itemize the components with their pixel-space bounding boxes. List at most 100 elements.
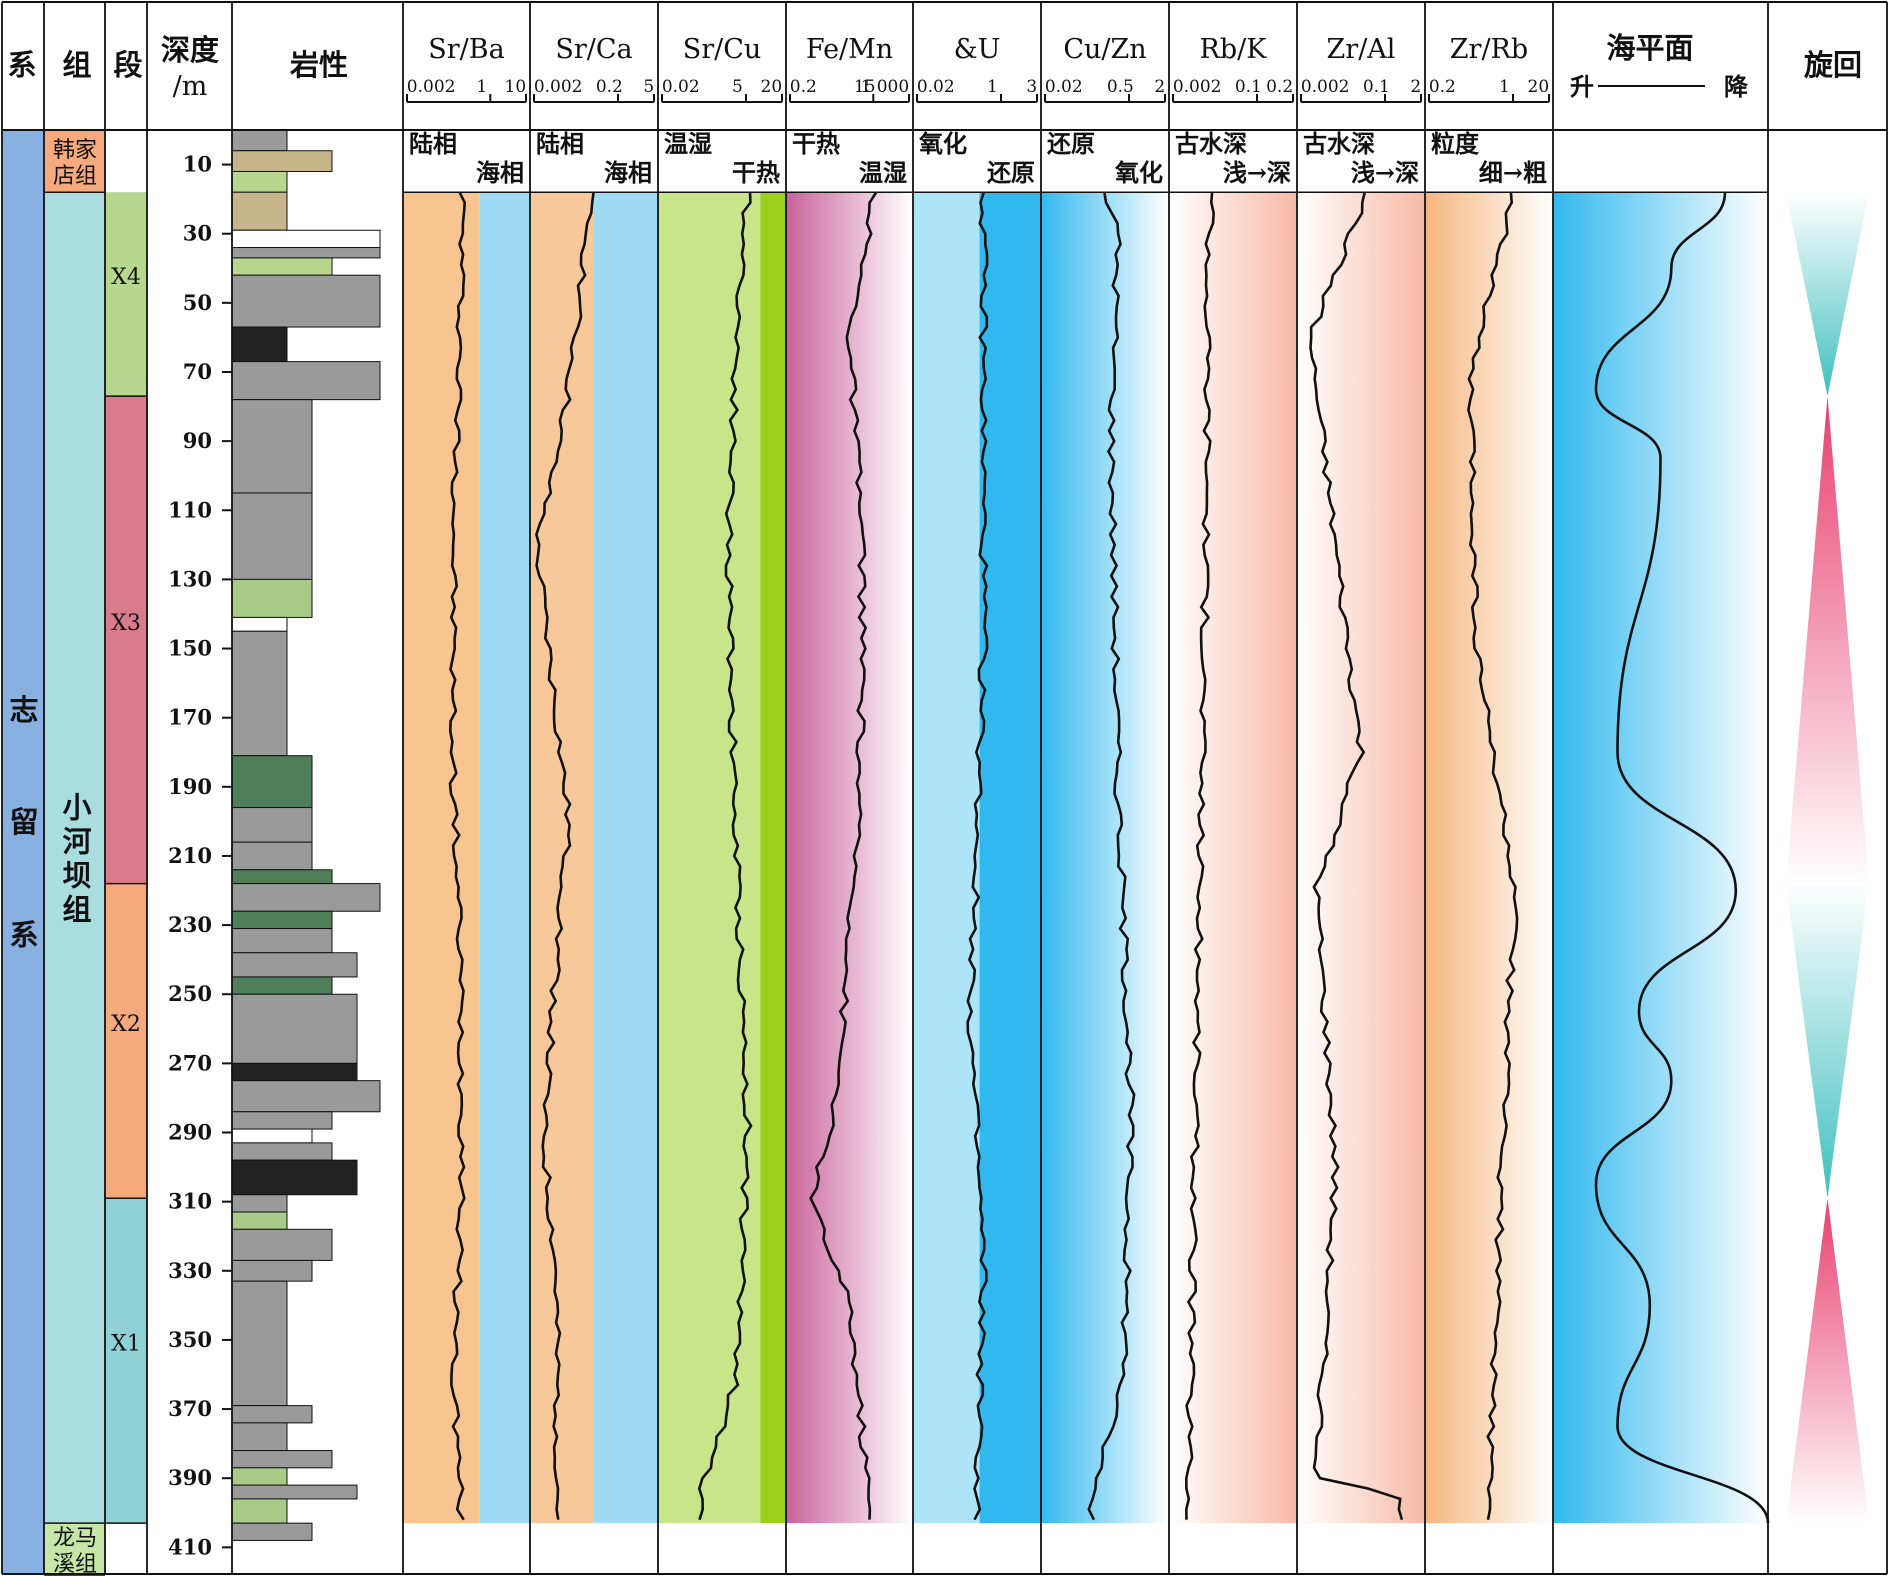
curve-annotation-right: 浅→深 <box>1351 158 1419 187</box>
curve-0 <box>448 191 467 1521</box>
scale-label: 0.02 <box>1045 77 1083 97</box>
curve-4 <box>966 191 989 1521</box>
formation-band <box>44 130 105 193</box>
lithology-layer <box>231 1450 333 1469</box>
scale-label: 0.02 <box>662 77 700 97</box>
panel-fill <box>403 192 480 1524</box>
header-system: 系 <box>7 48 36 82</box>
header-formation: 组 <box>62 48 91 82</box>
curve-7 <box>1309 191 1404 1521</box>
lithology-layer <box>231 1111 333 1130</box>
curve-header-name: Rb/K <box>1200 34 1268 65</box>
lithology-layer <box>231 841 313 871</box>
lithology-layer <box>231 492 313 580</box>
header-lithology: 岩性 <box>289 48 348 82</box>
curves <box>448 191 1770 1524</box>
lithology-layer <box>231 952 358 978</box>
member-label: X4 <box>111 265 141 290</box>
depth-tick-label: 170 <box>168 705 212 730</box>
curve-annotation-left: 粒度 <box>1431 129 1480 158</box>
sea-level-curve <box>1594 192 1770 1524</box>
member-label: X3 <box>111 611 141 636</box>
curve-header-name: Sr/Ba <box>428 34 504 65</box>
lithology-layer <box>231 578 313 618</box>
depth-tick-label: 350 <box>168 1327 212 1352</box>
panel-fill <box>979 192 1041 1524</box>
lithology-layer <box>231 1467 288 1486</box>
depth-tick-label: 370 <box>168 1396 212 1421</box>
cycle-triangle <box>1786 396 1869 884</box>
header: 系 组 段 深度 /m 岩性 海平面 升 降 旋回 Sr/Ba 0.002 1 10 陆… <box>7 31 1862 187</box>
member-band <box>105 192 147 397</box>
scale-label: 5 <box>643 77 654 97</box>
header-depth: 深度 <box>161 33 219 67</box>
formation-label: 韩家店组 <box>53 138 97 189</box>
lithology-layer <box>231 1128 313 1144</box>
depth-tick-label: 290 <box>168 1120 212 1145</box>
member-band <box>105 396 147 884</box>
curve-annotation-right: 浅→深 <box>1223 158 1291 187</box>
lithology-layer <box>231 1211 288 1230</box>
lithology-layer <box>231 1228 333 1261</box>
lithology-layer <box>231 1194 288 1213</box>
depth-tick-label: 250 <box>168 981 212 1006</box>
curve-annotation-left: 古水深 <box>1175 129 1247 158</box>
scale-label: 3 <box>1026 77 1037 97</box>
lithology-layer <box>231 928 333 954</box>
lithology-layer <box>231 1080 381 1113</box>
depth-tick-label: 270 <box>168 1050 212 1075</box>
cycle-triangle <box>1786 1198 1869 1524</box>
panel-fill <box>760 192 786 1524</box>
depth-tick-label: 30 <box>183 221 212 246</box>
member-label: X2 <box>111 1012 141 1037</box>
panel-fill <box>1425 192 1553 1524</box>
lithology-layer <box>231 247 381 259</box>
curve-annotation-right: 干热 <box>732 158 780 187</box>
header-cycle: 旋回 <box>1804 48 1862 82</box>
depth-tick-label: 150 <box>168 636 212 661</box>
scale-label: 0.1 <box>1235 77 1262 97</box>
curve-annotation-left: 温湿 <box>664 129 712 158</box>
formation-label: 小河坝组 <box>62 791 91 927</box>
depth-tick-label: 90 <box>183 428 212 453</box>
scale-label: 0.002 <box>1301 77 1350 97</box>
curve-annotation-right: 温湿 <box>859 158 907 187</box>
scale-label: 2 <box>1154 77 1165 97</box>
depth-tick-label: 50 <box>183 290 212 315</box>
sea-level-fill <box>1553 192 1768 1524</box>
header-member: 段 <box>113 48 142 82</box>
curve-header-name: Cu/Zn <box>1063 34 1146 65</box>
formation-band <box>44 192 105 1524</box>
curve-annotation-right: 海相 <box>476 158 524 187</box>
curve-2 <box>697 192 753 1521</box>
lithology-layer <box>231 807 313 843</box>
lithology-layer <box>231 630 288 757</box>
depth-tick-label: 230 <box>168 912 212 937</box>
curve-annotation-left: 氧化 <box>919 129 967 158</box>
lithology-layer <box>231 755 313 809</box>
header-depth-unit: /m <box>173 71 208 102</box>
header-sea-level: 海平面 <box>1606 31 1693 65</box>
curve-annotation-right: 细→粗 <box>1479 158 1547 187</box>
lithology-layer <box>231 883 381 912</box>
lithology-layer <box>231 1422 288 1452</box>
lithology-layer <box>231 150 333 172</box>
curve-annotation-right: 海相 <box>604 158 652 187</box>
panel-fill <box>479 192 530 1524</box>
curve-5 <box>1087 192 1136 1521</box>
panel-fill <box>1169 192 1297 1524</box>
sea-level-fall-label: 降 <box>1724 72 1749 101</box>
scale-label: 10 <box>505 77 527 97</box>
lithology-layer <box>231 257 333 276</box>
lithology-layer <box>231 993 358 1064</box>
lithology-layer <box>231 1498 288 1524</box>
scale-label: 1 <box>987 77 998 97</box>
lithology-layer <box>231 1062 358 1082</box>
panel-fill <box>913 192 980 1524</box>
scale-label: 20 <box>761 77 783 97</box>
lithology-layer <box>231 170 288 193</box>
curve-annotation-right: 还原 <box>987 158 1035 187</box>
lithology-layer <box>231 616 288 632</box>
curve-header-name: Fe/Mn <box>806 34 893 65</box>
lithology-layer <box>231 274 381 328</box>
